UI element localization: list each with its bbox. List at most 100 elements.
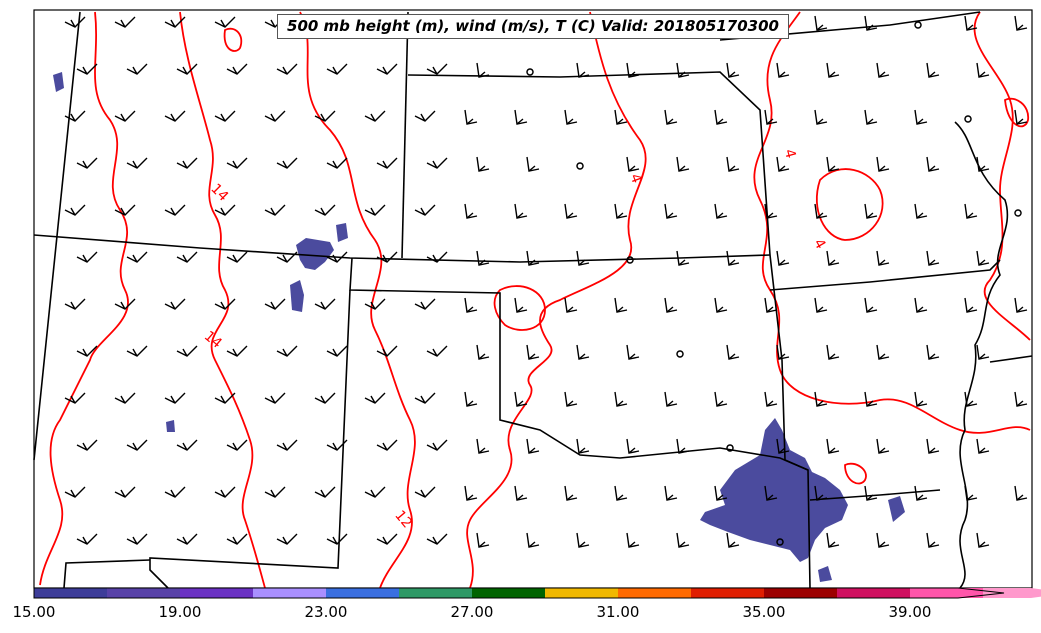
contour-label: 4 xyxy=(781,147,799,160)
wind-barb xyxy=(426,63,448,75)
contour-line-mid xyxy=(466,11,647,589)
shaded-region-colorado xyxy=(296,238,334,270)
wind-barb xyxy=(576,532,590,548)
colorbar-segment xyxy=(910,588,983,598)
wind-barb xyxy=(826,156,840,172)
wind-barb xyxy=(864,109,878,125)
colorbar-segment xyxy=(764,588,837,598)
wind-barb xyxy=(526,68,534,76)
wind-barb xyxy=(564,203,578,219)
wind-barb xyxy=(364,298,386,310)
wind-barb xyxy=(576,62,590,78)
colorbar-tick-label: 15.00 xyxy=(13,603,56,621)
border-mississippi-river xyxy=(954,121,1009,589)
wind-barb xyxy=(976,62,990,78)
wind-barb xyxy=(326,345,348,357)
wind-barb xyxy=(264,486,286,498)
wind-barb xyxy=(76,345,98,357)
wind-barb xyxy=(464,109,478,125)
wind-barb xyxy=(264,110,286,122)
wind-barb xyxy=(364,392,386,404)
wind-barb xyxy=(614,485,628,501)
wind-barb xyxy=(714,109,728,125)
wind-barb xyxy=(476,438,490,454)
shaded-region-utah xyxy=(53,72,64,92)
wind-barb xyxy=(464,297,478,313)
wind-barb xyxy=(614,109,628,125)
wind-barb xyxy=(976,250,990,266)
temperature-contours xyxy=(39,11,1031,589)
wind-barb xyxy=(276,439,298,451)
wind-barb xyxy=(814,109,828,125)
border-co-wy-north xyxy=(33,234,771,263)
wind-barb xyxy=(626,256,634,264)
wind-barb xyxy=(64,16,86,28)
wind-barb xyxy=(126,533,148,545)
wind-barb xyxy=(176,63,198,75)
plot-area xyxy=(33,9,1033,589)
wind-barb xyxy=(276,345,298,357)
wind-shading-layer xyxy=(53,72,905,582)
wind-barb xyxy=(876,344,890,360)
wind-barb xyxy=(514,485,528,501)
colorbar-segment xyxy=(399,588,472,598)
wind-barb xyxy=(776,62,790,78)
wind-barb xyxy=(726,62,740,78)
wind-barb xyxy=(526,532,540,548)
wind-barb xyxy=(64,392,86,404)
wind-barb xyxy=(776,250,790,266)
wind-barb xyxy=(726,532,740,548)
wind-barb xyxy=(314,486,336,498)
wind-barb xyxy=(576,438,590,454)
colorbar-segment xyxy=(180,588,253,598)
wind-barb xyxy=(64,486,86,498)
wind-barb xyxy=(914,109,928,125)
wind-barb xyxy=(926,344,940,360)
wind-barb xyxy=(526,438,540,454)
wind-barb xyxy=(914,485,928,501)
wind-barb xyxy=(376,251,398,263)
wind-barb xyxy=(276,157,298,169)
wind-barb xyxy=(1014,391,1028,407)
wind-barb xyxy=(676,350,684,358)
colorbar-segment xyxy=(34,588,107,598)
wind-barb xyxy=(326,439,348,451)
wind-barb xyxy=(314,298,336,310)
wind-barb xyxy=(476,156,490,172)
border-ks-ok xyxy=(349,257,809,471)
wind-barb xyxy=(864,297,878,313)
wind-barb xyxy=(476,344,490,360)
wind-barb xyxy=(214,204,236,216)
wind-barb xyxy=(414,204,436,216)
wind-barb xyxy=(776,156,790,172)
wind-barb xyxy=(164,16,186,28)
wind-barb xyxy=(926,438,940,454)
wind-barb xyxy=(164,392,186,404)
wind-barb xyxy=(664,203,678,219)
wind-barb xyxy=(964,297,978,313)
wind-barb xyxy=(676,250,690,266)
wind-barb xyxy=(576,250,590,266)
wind-barb xyxy=(326,63,348,75)
wind-barb xyxy=(576,344,590,360)
wind-barb xyxy=(376,63,398,75)
shaded-region-colorado-3 xyxy=(336,223,348,242)
wind-barb xyxy=(914,391,928,407)
wind-barb xyxy=(676,438,690,454)
wind-barb xyxy=(64,204,86,216)
wind-barb xyxy=(426,251,448,263)
wind-barb xyxy=(626,438,640,454)
colorbar-tick-label: 39.00 xyxy=(889,603,932,621)
wind-barb xyxy=(126,63,148,75)
wind-barb xyxy=(264,298,286,310)
wind-barb xyxy=(476,62,490,78)
wind-barb xyxy=(976,532,990,548)
shaded-region-arkansas xyxy=(888,496,905,522)
colorbar-tick-label: 31.00 xyxy=(597,603,640,621)
wind-barb xyxy=(164,298,186,310)
contour-blob-4 xyxy=(1004,97,1029,128)
wind-barb xyxy=(176,439,198,451)
border-mo-ar xyxy=(769,259,1001,291)
wind-barb xyxy=(726,344,740,360)
